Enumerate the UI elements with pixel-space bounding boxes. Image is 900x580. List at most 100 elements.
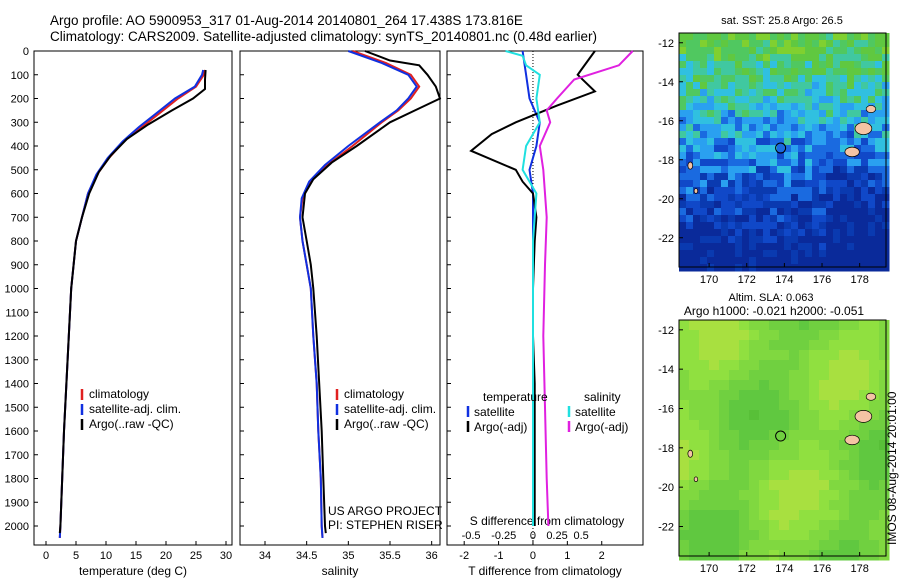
map-cell <box>699 440 710 451</box>
map-cell <box>879 490 890 501</box>
map-cell <box>679 243 687 251</box>
y-tick-label: 1100 <box>5 307 29 319</box>
map-cell <box>721 68 729 76</box>
map-cell <box>791 236 799 244</box>
map-cell <box>749 470 760 481</box>
x-tick-label: -2 <box>459 550 469 562</box>
map-cell <box>829 390 840 401</box>
map-cell <box>721 124 729 132</box>
land-island <box>693 476 699 483</box>
map-cell <box>679 96 687 104</box>
map-cell <box>859 390 870 401</box>
map-cell <box>700 61 708 69</box>
y-tick-label: 1000 <box>5 284 29 296</box>
map-cell <box>739 330 750 341</box>
map-cell <box>826 103 834 111</box>
map-cell <box>700 124 708 132</box>
map-cell <box>784 152 792 160</box>
map-cell <box>777 201 785 209</box>
map-cell <box>707 89 715 97</box>
map-cell <box>721 82 729 90</box>
map-cell <box>799 500 810 511</box>
map-cell <box>719 470 730 481</box>
map-cell <box>770 68 778 76</box>
map-cell <box>875 131 883 139</box>
map-cell <box>847 54 855 62</box>
map-cell <box>700 68 708 76</box>
map-cell <box>879 420 890 431</box>
map-cell <box>693 152 701 160</box>
map-cell <box>784 215 792 223</box>
map-cell <box>839 400 850 411</box>
map-cell <box>759 490 770 501</box>
map-cell <box>805 82 813 90</box>
map-cell <box>686 222 694 230</box>
panel-frame <box>446 50 644 546</box>
map-cell <box>709 520 720 531</box>
x-axis-label: T difference from climatology <box>468 564 622 578</box>
map-cell <box>799 530 810 541</box>
map-cell <box>819 410 830 421</box>
map-cell <box>749 236 757 244</box>
map-cell <box>749 400 760 411</box>
map-cell <box>839 460 850 471</box>
map-cell <box>812 166 820 174</box>
map-cell <box>749 530 760 541</box>
map-cell <box>868 110 876 118</box>
map-cell <box>728 215 736 223</box>
map-cell <box>689 530 700 541</box>
map-cell <box>749 380 760 391</box>
map-cell <box>798 152 806 160</box>
map-cell <box>735 33 743 41</box>
map-cell <box>770 40 778 48</box>
map-cell <box>840 215 848 223</box>
map-cell <box>840 40 848 48</box>
map-x-tick-label: 172 <box>738 563 756 575</box>
map-cell <box>721 208 729 216</box>
map-cell <box>819 40 827 48</box>
map-cell <box>826 222 834 230</box>
map-cell <box>869 340 880 351</box>
map-cell <box>826 110 834 118</box>
map-cell <box>728 110 736 118</box>
map-cell <box>826 229 834 237</box>
map-cell <box>849 500 860 511</box>
map-cell <box>756 222 764 230</box>
map-cell <box>721 194 729 202</box>
map-cell <box>819 47 827 55</box>
map-cell <box>699 450 710 461</box>
map-cell <box>784 173 792 181</box>
map-cell <box>700 166 708 174</box>
map-cell <box>826 250 834 258</box>
map-cell <box>759 530 770 541</box>
map-cell <box>735 54 743 62</box>
map-cell <box>789 400 800 411</box>
map-cell <box>769 380 780 391</box>
map-cell <box>749 82 757 90</box>
series-line <box>301 50 442 534</box>
map-cell <box>729 490 740 501</box>
map-cell <box>759 460 770 471</box>
map-cell <box>721 110 729 118</box>
map-cell <box>868 117 876 125</box>
map-cell <box>799 360 810 371</box>
map-cell <box>742 201 750 209</box>
map-cell <box>719 550 730 561</box>
map-cell <box>759 390 770 401</box>
map-cell <box>868 138 876 146</box>
map-cell <box>770 124 778 132</box>
map-cell <box>869 450 880 461</box>
map-cell <box>770 201 778 209</box>
map-cell <box>735 264 743 272</box>
map-cell <box>700 264 708 272</box>
map-cell <box>707 187 715 195</box>
y-tick-label: 1400 <box>5 379 29 391</box>
map-cell <box>799 450 810 461</box>
map-cell <box>749 500 760 511</box>
map-cell <box>759 450 770 461</box>
map-cell <box>854 47 862 55</box>
map-cell <box>826 47 834 55</box>
map-cell <box>798 47 806 55</box>
map-cell <box>700 145 708 153</box>
map-cell <box>839 360 850 371</box>
